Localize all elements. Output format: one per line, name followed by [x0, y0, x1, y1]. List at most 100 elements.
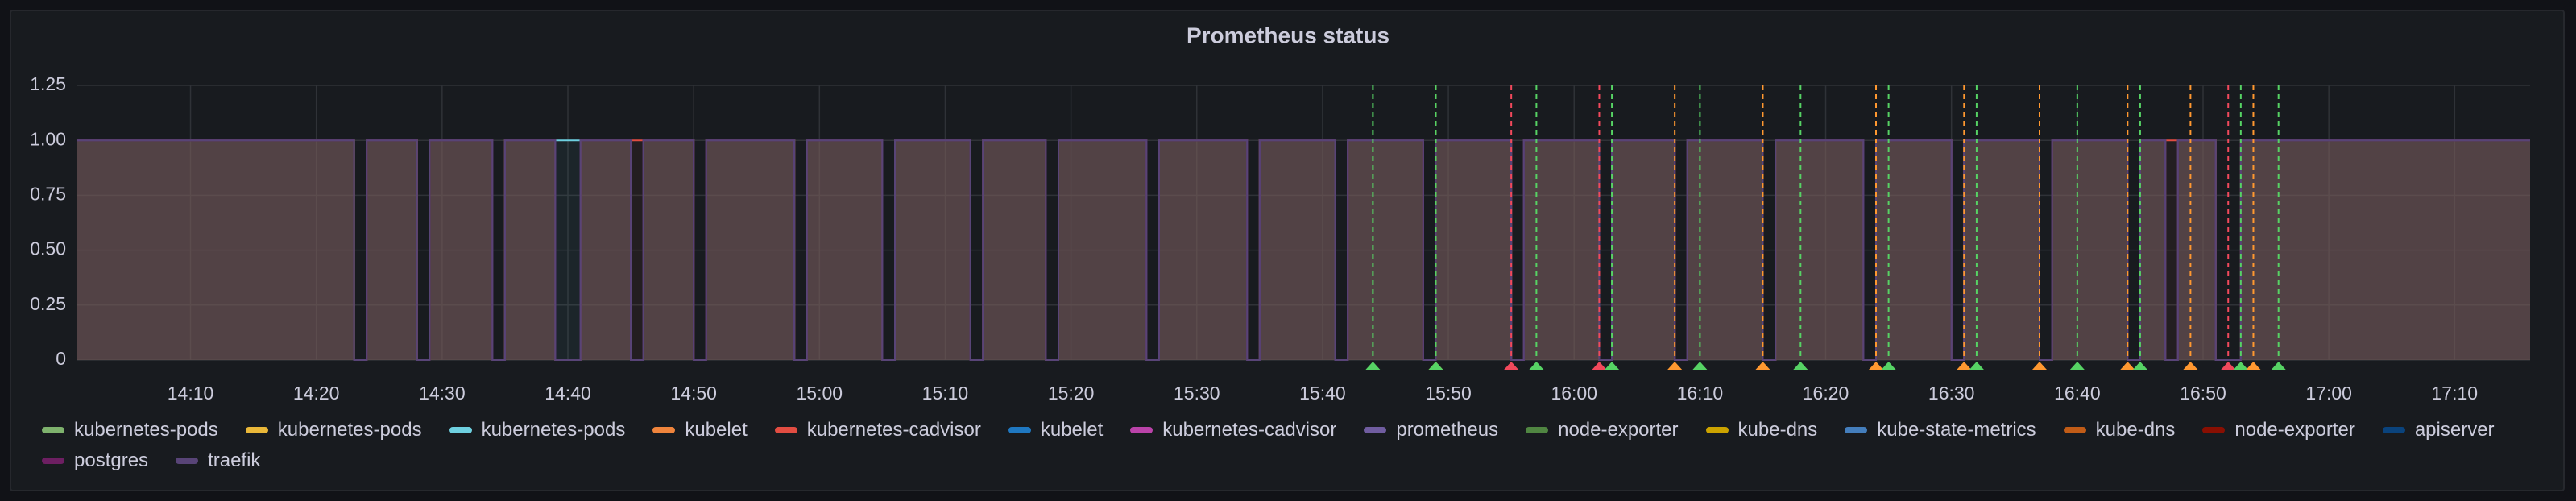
annotation-marker [1529, 362, 1544, 370]
legend-swatch [2063, 427, 2086, 433]
legend-swatch [1364, 427, 1387, 433]
legend-swatch [1526, 427, 1549, 433]
series-area [77, 140, 2530, 360]
legend-swatch [176, 458, 199, 464]
legend-swatch [652, 427, 676, 433]
legend-item[interactable]: kube-dns [1705, 419, 1818, 441]
legend-item[interactable]: kubernetes-pods [449, 419, 625, 441]
x-tick-label: 15:30 [1174, 383, 1220, 404]
legend-label: postgres [74, 449, 149, 471]
x-tick-label: 16:00 [1551, 383, 1597, 404]
annotation-marker [1869, 362, 1883, 370]
series-area [77, 140, 2530, 360]
annotation-marker [2221, 362, 2236, 370]
legend-swatch [2382, 427, 2405, 433]
series-area [77, 140, 2530, 360]
legend-item[interactable]: apiserver [2382, 419, 2495, 441]
y-tick-label: 1.00 [30, 128, 66, 149]
annotation-marker [1881, 362, 1896, 370]
annotation-marker [1969, 362, 1984, 370]
legend-swatch [245, 427, 268, 433]
legend-swatch [774, 427, 797, 433]
annotation-marker [1365, 362, 1381, 370]
legend-item[interactable]: kubernetes-pods [42, 419, 218, 441]
x-tick-label: 14:10 [168, 383, 214, 404]
legend-swatch [1705, 427, 1729, 433]
legend-label: node-exporter [2234, 419, 2355, 441]
legend-label: prometheus [1396, 419, 1499, 441]
legend-swatch [1845, 427, 1868, 433]
legend-item[interactable]: node-exporter [1526, 419, 1679, 441]
annotation-marker [1667, 362, 1683, 370]
x-tick-label: 14:20 [293, 383, 340, 404]
annotation-marker [1755, 362, 1770, 370]
x-tick-label: 15:10 [922, 383, 969, 404]
x-tick-label: 15:00 [797, 383, 843, 404]
legend-swatch [2202, 427, 2226, 433]
x-tick-label: 14:40 [545, 383, 591, 404]
annotation-marker [2132, 362, 2147, 370]
legend-swatch [1130, 427, 1153, 433]
annotation-marker [1504, 362, 1519, 370]
legend-swatch [449, 427, 472, 433]
legend-swatch [42, 458, 64, 464]
legend-item[interactable]: kubelet [1008, 419, 1103, 441]
legend-label: kube-dns [1737, 419, 1818, 441]
series-area [77, 140, 2530, 360]
legend-label: apiserver [2414, 419, 2495, 441]
legend-item[interactable]: kubernetes-cadvisor [1130, 419, 1336, 441]
legend-label: kubernetes-pods [74, 419, 218, 441]
series-area [77, 140, 2530, 360]
chart-title: Prometheus status [1187, 23, 1389, 48]
x-tick-label: 14:30 [419, 383, 466, 404]
series-area [77, 140, 2530, 360]
annotation-marker [2069, 362, 2085, 370]
plot-area [77, 85, 2530, 360]
series-area [77, 140, 2530, 360]
series-area [77, 140, 2530, 360]
annotation-marker [2120, 362, 2135, 370]
x-tick-label: 15:20 [1048, 383, 1095, 404]
x-tick-label: 16:40 [2054, 383, 2101, 404]
legend-item[interactable]: kubernetes-cadvisor [774, 419, 981, 441]
legend-label: kubernetes-cadvisor [806, 419, 981, 441]
y-tick-label: 0.50 [30, 238, 66, 259]
legend-item[interactable]: kubernetes-pods [245, 419, 422, 441]
legend-item[interactable]: postgres [42, 449, 148, 472]
legend-label: kubernetes-pods [277, 419, 422, 441]
y-tick-label: 0 [56, 348, 66, 369]
legend-item[interactable]: kube-state-metrics [1845, 419, 2036, 441]
annotation-marker [1793, 362, 1808, 370]
y-tick-label: 0.75 [30, 183, 66, 204]
annotation-marker [2183, 362, 2198, 370]
x-tick-label: 15:50 [1425, 383, 1472, 404]
series-area [77, 140, 2530, 360]
legend-item[interactable]: kubelet [652, 419, 748, 441]
x-tick-label: 14:50 [670, 383, 717, 404]
legend-swatch [1008, 427, 1031, 433]
annotation-marker [2032, 362, 2047, 370]
legend-label: kube-state-metrics [1877, 419, 2036, 441]
x-tick-label: 16:50 [2180, 383, 2226, 404]
annotation-marker [2233, 362, 2248, 370]
legend-swatch [42, 427, 64, 433]
series-area [77, 140, 2530, 360]
series-area [77, 140, 2530, 360]
annotation-marker [2271, 362, 2286, 370]
legend-item[interactable]: node-exporter [2202, 419, 2355, 441]
legend-label: kubelet [1040, 419, 1104, 441]
legend-item[interactable]: prometheus [1364, 419, 1498, 441]
x-tick-label: 16:30 [1928, 383, 1975, 404]
y-tick-label: 0.25 [30, 293, 66, 314]
x-tick-label: 17:00 [2305, 383, 2352, 404]
legend-item[interactable]: kube-dns [2063, 419, 2175, 441]
series-area [77, 140, 2530, 360]
legend-label: kubernetes-cadvisor [1162, 419, 1337, 441]
legend-label: node-exporter [1558, 419, 1679, 441]
series-area [77, 140, 2530, 360]
annotation-marker [1592, 362, 1607, 370]
x-tick-label: 16:20 [1803, 383, 1849, 404]
legend-item[interactable]: traefik [176, 449, 260, 472]
annotation-marker [2246, 362, 2261, 370]
